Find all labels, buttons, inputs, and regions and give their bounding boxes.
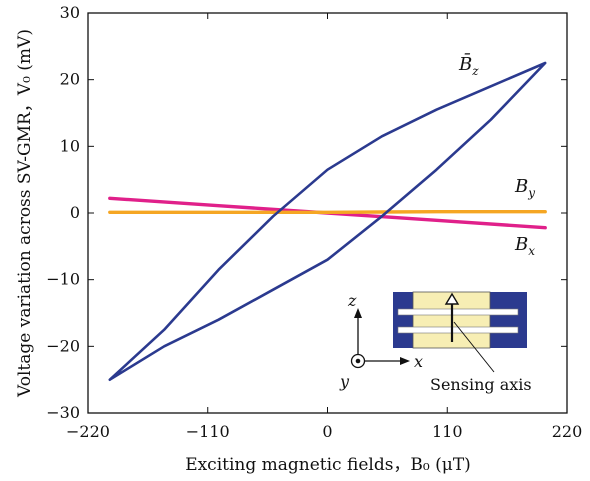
series-label-bz: B̄z bbox=[458, 52, 479, 78]
y-tick-label: 10 bbox=[60, 136, 80, 155]
sensing-axis-arrowhead bbox=[444, 292, 460, 305]
sensor-slot-upper bbox=[397, 308, 519, 316]
x-tick-label: −220 bbox=[66, 422, 110, 441]
y-tick-labels: −30 −20 −10 0 10 20 30 bbox=[46, 3, 80, 422]
series-label-bx-sub: x bbox=[528, 244, 535, 258]
x-axis-title: Exciting magnetic fields，B₀ (μT) bbox=[185, 455, 471, 475]
inset-x-label: x bbox=[414, 352, 423, 371]
y-tick-label: −10 bbox=[46, 270, 80, 289]
y-axis-title: Voltage variation across SV-GMR，V₀ (mV) bbox=[15, 29, 35, 398]
x-tick-label: 220 bbox=[552, 422, 583, 441]
inset-z-label: z bbox=[347, 291, 357, 310]
y-tick-label: 0 bbox=[70, 203, 80, 222]
y-axis-dot-icon bbox=[355, 358, 361, 364]
x-tick-label: −110 bbox=[186, 422, 230, 441]
series-label-bx: Bx bbox=[514, 234, 535, 258]
y-tick-label: −30 bbox=[46, 403, 80, 422]
x-tick-labels: −220 −110 0 110 220 bbox=[66, 422, 582, 441]
sensor-yoke-left bbox=[393, 292, 413, 348]
sensor-inset: z x y Sensing axis bbox=[339, 291, 532, 394]
series-line-z bbox=[108, 61, 547, 382]
series-line-y bbox=[108, 209, 547, 215]
x-tick-label: 0 bbox=[322, 422, 332, 441]
z-axis-arrowhead bbox=[354, 308, 362, 318]
series-layer bbox=[108, 61, 547, 382]
x-axis-arrowhead bbox=[400, 357, 410, 365]
sensing-axis-annotation: Sensing axis bbox=[430, 375, 532, 394]
x-tick-label: 110 bbox=[432, 422, 463, 441]
inset-y-label: y bbox=[339, 372, 350, 391]
y-tick-label: −20 bbox=[46, 336, 80, 355]
annotation-leader-line bbox=[453, 321, 495, 373]
series-label-by: By bbox=[514, 176, 535, 200]
series-label-by-main: B bbox=[514, 176, 528, 197]
series-label-bx-main: B bbox=[514, 234, 528, 255]
y-tick-label: 30 bbox=[60, 3, 80, 22]
series-label-bz-sub: z bbox=[471, 64, 479, 78]
axis-ticks bbox=[87, 12, 568, 414]
series-label-by-sub: y bbox=[527, 186, 535, 200]
sensor-slot-lower bbox=[397, 326, 519, 334]
sensor-yoke-right bbox=[490, 292, 527, 348]
y-tick-label: 20 bbox=[60, 70, 80, 89]
series-label-bz-main: B̄ bbox=[458, 52, 472, 75]
